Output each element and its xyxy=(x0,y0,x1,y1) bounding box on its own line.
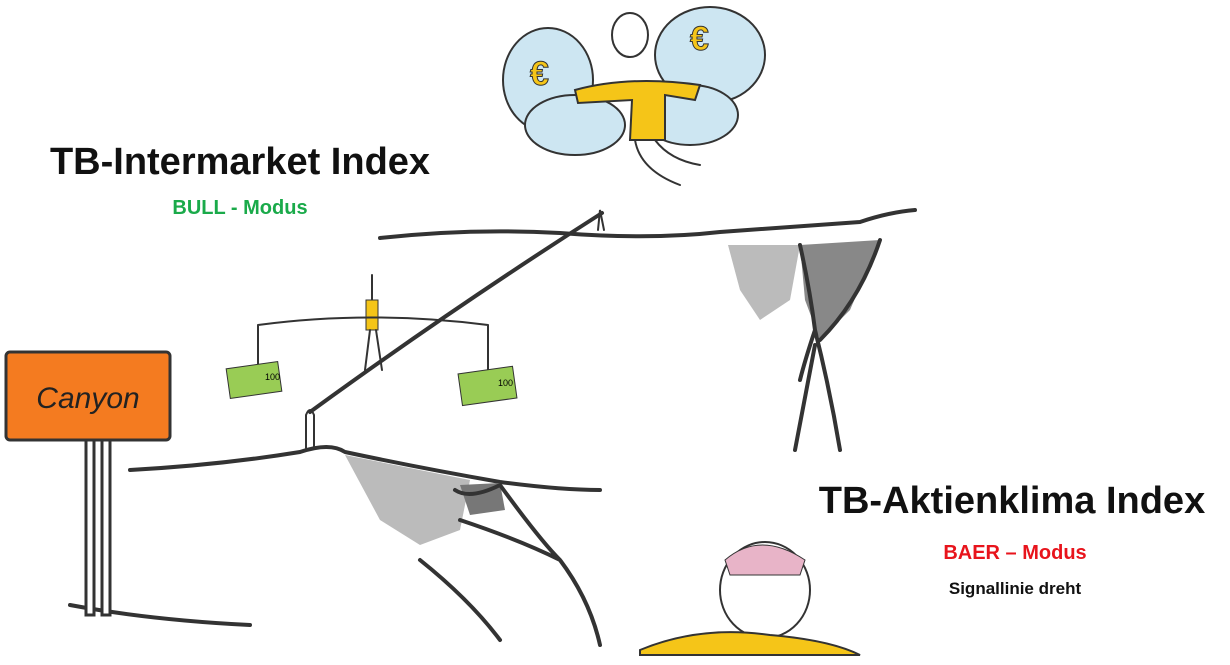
money-label: 100 xyxy=(498,378,513,388)
right-note: Signallinie dreht xyxy=(949,579,1082,598)
upper-cliff-shade-dark xyxy=(800,240,880,340)
post-left xyxy=(306,410,314,448)
illustration: 100 100 Canyon € € TB-Intermarket Index … xyxy=(0,0,1230,665)
left-title: TB-Intermarket Index xyxy=(50,141,430,183)
lower-cliff-rock xyxy=(70,485,600,645)
wing-symbol: € xyxy=(690,20,709,58)
tightrope xyxy=(310,213,602,412)
lower-cliff-shade xyxy=(345,455,470,545)
sign-text: Canyon xyxy=(36,382,139,415)
money-label: 100 xyxy=(265,372,280,382)
sign-post xyxy=(86,435,94,615)
right-title: TB-Aktienklima Index xyxy=(819,480,1205,522)
tightrope-walker: 100 100 xyxy=(226,275,517,406)
wing-symbol: € xyxy=(530,55,549,93)
page: 100 100 Canyon € € TB-Intermarket Index … xyxy=(0,0,1230,665)
upper-cliff-shade xyxy=(728,245,800,320)
left-mode: BULL - Modus xyxy=(172,197,307,219)
worried-person xyxy=(640,542,860,655)
upper-cliff-edge xyxy=(380,210,915,238)
sign-post xyxy=(102,435,110,615)
right-mode: BAER – Modus xyxy=(943,542,1086,564)
angel: € € xyxy=(503,7,765,185)
